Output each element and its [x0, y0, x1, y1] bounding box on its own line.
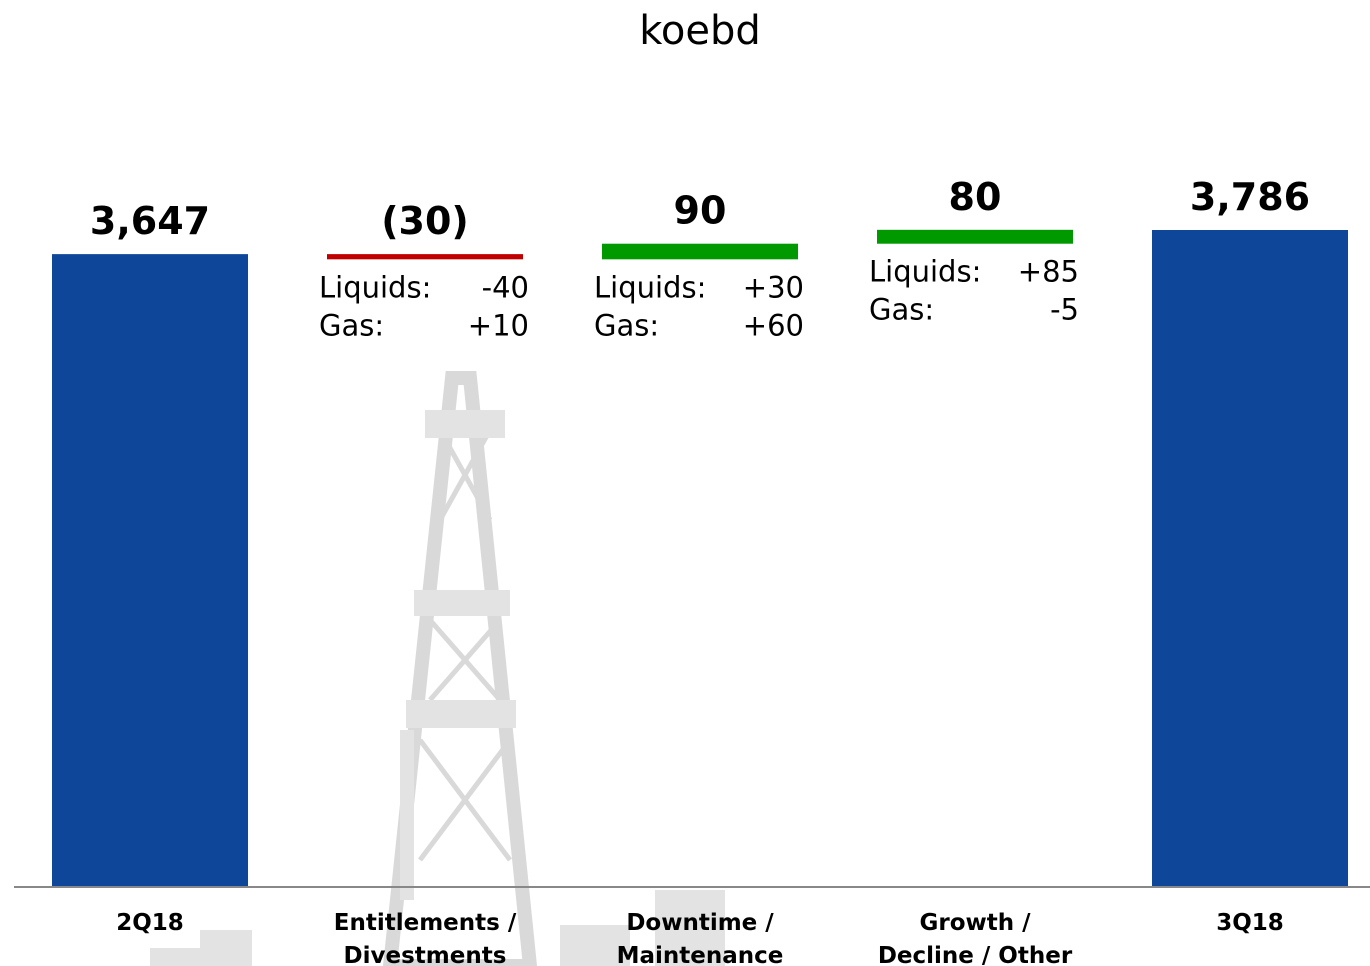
note-name-1-1: Gas:: [319, 308, 384, 342]
bar-0: [52, 254, 248, 888]
x-tick-label-2-1: Maintenance: [617, 943, 784, 966]
note-value-2-1: +60: [743, 308, 804, 342]
data-label-0: 3,647: [90, 199, 210, 243]
data-label-1: (30): [381, 199, 469, 243]
data-label-4: 3,786: [1190, 175, 1310, 219]
bar-3: [877, 229, 1073, 244]
plot-area: 3,647 2Q18 (30) Liquids: -40 Gas: +10 Entitleme…: [52, 175, 1348, 966]
note-name-3-1: Gas:: [869, 293, 934, 327]
chart-title: koebd: [639, 8, 761, 54]
x-tick-label-1-0: Entitlements /: [334, 910, 517, 936]
x-tick-label-4-0: 3Q18: [1216, 910, 1284, 936]
x-tick-label-2-0: Downtime /: [626, 910, 774, 936]
bar-2: [602, 243, 798, 260]
bar-4: [1152, 230, 1348, 887]
drilling-rig-watermark: [150, 371, 725, 966]
data-label-3: 80: [949, 175, 1002, 219]
note-value-3-1: -5: [1050, 293, 1079, 327]
note-value-2-0: +30: [743, 270, 804, 304]
note-name-2-1: Gas:: [594, 308, 659, 342]
note-value-3-0: +85: [1018, 255, 1079, 289]
bar-1: [327, 254, 523, 260]
note-name-1-0: Liquids:: [319, 270, 431, 304]
note-name-3-0: Liquids:: [869, 255, 981, 289]
note-name-2-0: Liquids:: [594, 270, 706, 304]
x-tick-label-3-1: Decline / Other: [878, 943, 1073, 966]
note-value-1-1: +10: [468, 308, 529, 342]
x-tick-label-1-1: Divestments: [344, 943, 507, 966]
x-tick-label-3-0: Growth /: [919, 910, 1031, 936]
x-tick-label-0-0: 2Q18: [116, 910, 184, 936]
note-value-1-0: -40: [482, 270, 529, 304]
data-label-2: 90: [674, 189, 727, 233]
